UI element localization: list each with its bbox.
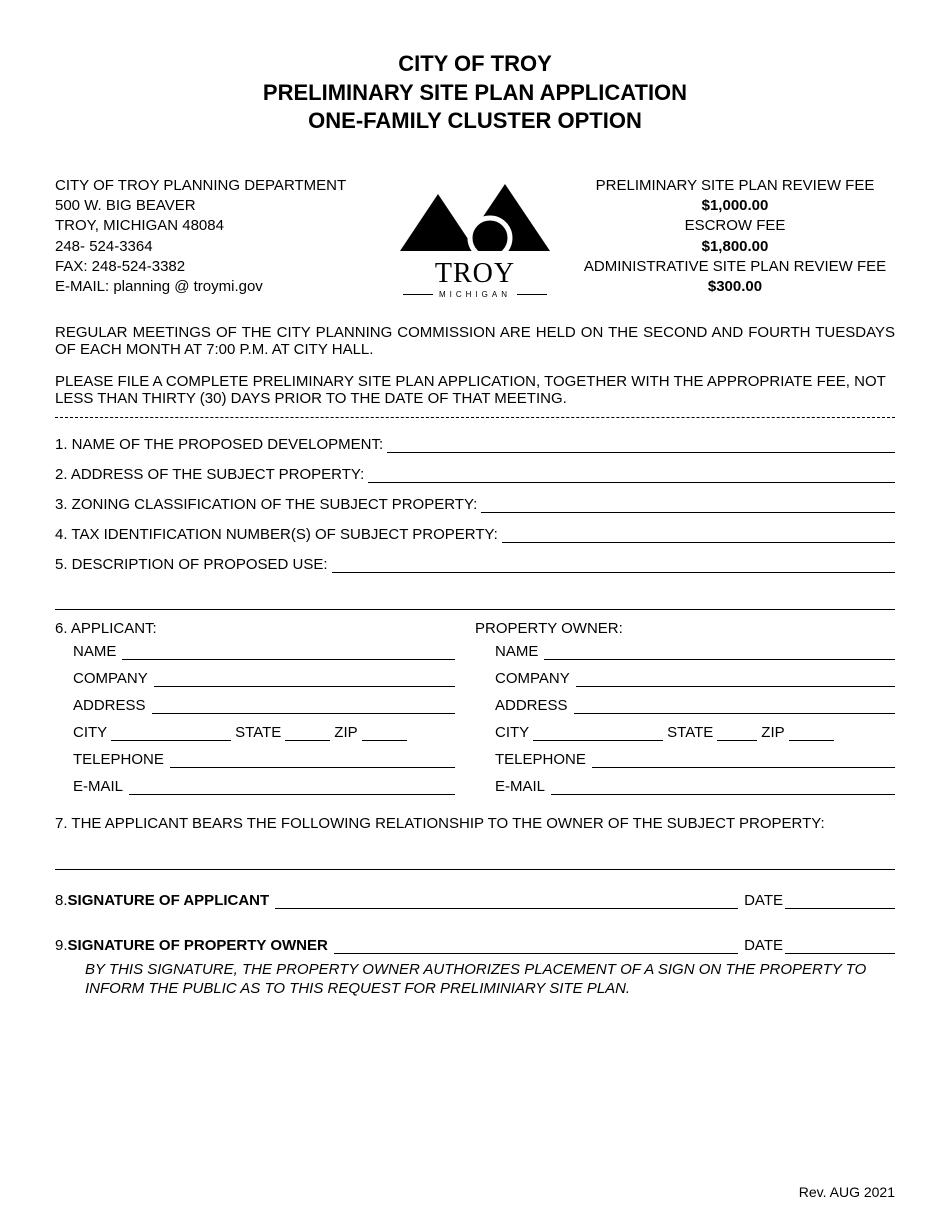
owner-city-input[interactable] [533, 725, 663, 741]
label-3: 3. ZONING CLASSIFICATION OF THE SUBJECT … [55, 496, 477, 513]
date-label-2: DATE [744, 937, 783, 954]
applicant-name-label: NAME [73, 643, 116, 660]
revision-footer: Rev. AUG 2021 [799, 1184, 895, 1200]
signature-owner-label: SIGNATURE OF PROPERTY OWNER [68, 937, 328, 954]
department-block: CITY OF TROY PLANNING DEPARTMENT 500 W. … [55, 176, 375, 298]
owner-name-input[interactable] [544, 644, 895, 660]
dept-phone: 248- 524-3364 [55, 237, 375, 257]
title-line-1: CITY OF TROY [55, 50, 895, 79]
field-tax-id: 4. TAX IDENTIFICATION NUMBER(S) OF SUBJE… [55, 526, 895, 543]
applicant-phone-input[interactable] [170, 752, 455, 768]
applicant-email-label: E-MAIL [73, 778, 123, 795]
field-zoning-classification: 3. ZONING CLASSIFICATION OF THE SUBJECT … [55, 496, 895, 513]
label-5: 5. DESCRIPTION OF PROPOSED USE: [55, 556, 328, 573]
dept-email: E-MAIL: planning @ troymi.gov [55, 277, 375, 297]
label-4: 4. TAX IDENTIFICATION NUMBER(S) OF SUBJE… [55, 526, 498, 543]
owner-name-label: NAME [495, 643, 538, 660]
input-proposed-use-1[interactable] [332, 557, 895, 573]
label-2: 2. ADDRESS OF THE SUBJECT PROPERTY: [55, 466, 364, 483]
field-proposed-development: 1. NAME OF THE PROPOSED DEVELOPMENT: [55, 436, 895, 453]
signature-applicant-row: 8. SIGNATURE OF APPLICANT DATE [55, 892, 895, 909]
divider-dashed [55, 417, 895, 418]
applicant-header: 6. APPLICANT: [55, 620, 475, 637]
input-proposed-use-2[interactable] [55, 586, 895, 610]
owner-email-label: E-MAIL [495, 778, 545, 795]
applicant-address-label: ADDRESS [73, 697, 146, 714]
signature-applicant-input[interactable] [275, 893, 738, 909]
fee-value-3: $300.00 [575, 277, 895, 297]
owner-header: PROPERTY OWNER: [475, 620, 895, 637]
field-proposed-use: 5. DESCRIPTION OF PROPOSED USE: [55, 556, 895, 573]
page-title: CITY OF TROY PRELIMINARY SITE PLAN APPLI… [55, 50, 895, 136]
logo-sub: MICHIGAN [375, 290, 575, 299]
date-label-1: DATE [744, 892, 783, 909]
dept-addr2: TROY, MICHIGAN 48084 [55, 216, 375, 236]
signature-owner-row: 9. SIGNATURE OF PROPERTY OWNER DATE [55, 937, 895, 954]
dept-fax: FAX: 248-524-3382 [55, 257, 375, 277]
owner-column: NAME COMPANY ADDRESS CITY STATE ZIP TELE… [495, 643, 895, 805]
applicant-phone-label: TELEPHONE [73, 751, 164, 768]
field-subject-address: 2. ADDRESS OF THE SUBJECT PROPERTY: [55, 466, 895, 483]
input-tax-id[interactable] [502, 527, 895, 543]
applicant-zip-label: ZIP [334, 724, 357, 741]
applicant-state-label: STATE [235, 724, 281, 741]
fee-label-3: ADMINISTRATIVE SITE PLAN REVIEW FEE [575, 257, 895, 277]
fee-value-2: $1,800.00 [575, 237, 895, 257]
input-subject-address[interactable] [368, 467, 895, 483]
sig-9-num: 9. [55, 937, 68, 954]
owner-company-label: COMPANY [495, 670, 570, 687]
owner-phone-input[interactable] [592, 752, 895, 768]
applicant-company-label: COMPANY [73, 670, 148, 687]
input-proposed-development[interactable] [387, 437, 895, 453]
applicant-city-label: CITY [73, 724, 107, 741]
owner-email-input[interactable] [551, 779, 895, 795]
signature-owner-input[interactable] [334, 938, 738, 954]
authorization-text: BY THIS SIGNATURE, THE PROPERTY OWNER AU… [55, 960, 895, 999]
fee-value-1: $1,000.00 [575, 196, 895, 216]
applicant-column: NAME COMPANY ADDRESS CITY STATE ZIP TELE… [55, 643, 455, 805]
owner-address-input[interactable] [574, 698, 895, 714]
applicant-email-input[interactable] [129, 779, 455, 795]
title-line-2: PRELIMINARY SITE PLAN APPLICATION [55, 79, 895, 108]
filing-instructions-text: PLEASE FILE A COMPLETE PRELIMINARY SITE … [55, 373, 895, 407]
applicant-owner-columns: NAME COMPANY ADDRESS CITY STATE ZIP TELE… [55, 643, 895, 805]
owner-address-label: ADDRESS [495, 697, 568, 714]
applicant-name-input[interactable] [122, 644, 455, 660]
applicant-state-input[interactable] [285, 725, 330, 741]
signature-applicant-label: SIGNATURE OF APPLICANT [68, 892, 270, 909]
owner-zip-input[interactable] [789, 725, 834, 741]
applicant-company-input[interactable] [154, 671, 455, 687]
owner-state-label: STATE [667, 724, 713, 741]
input-relationship[interactable] [55, 846, 895, 870]
owner-phone-label: TELEPHONE [495, 751, 586, 768]
header-info-row: CITY OF TROY PLANNING DEPARTMENT 500 W. … [55, 176, 895, 299]
fee-block: PRELIMINARY SITE PLAN REVIEW FEE $1,000.… [575, 176, 895, 298]
owner-state-input[interactable] [717, 725, 757, 741]
city-logo: TROY MICHIGAN [375, 176, 575, 299]
logo-word: TROY [375, 258, 575, 290]
date-applicant-input[interactable] [785, 893, 895, 909]
owner-zip-label: ZIP [761, 724, 784, 741]
date-owner-input[interactable] [785, 938, 895, 954]
section-6-header: 6. APPLICANT: PROPERTY OWNER: [55, 620, 895, 637]
troy-logo-icon [390, 176, 560, 266]
dept-name: CITY OF TROY PLANNING DEPARTMENT [55, 176, 375, 196]
applicant-city-input[interactable] [111, 725, 231, 741]
applicant-zip-input[interactable] [362, 725, 407, 741]
owner-company-input[interactable] [576, 671, 895, 687]
input-zoning-classification[interactable] [481, 497, 895, 513]
label-1: 1. NAME OF THE PROPOSED DEVELOPMENT: [55, 436, 383, 453]
dept-addr1: 500 W. BIG BEAVER [55, 196, 375, 216]
sig-8-num: 8. [55, 892, 68, 909]
owner-city-label: CITY [495, 724, 529, 741]
meeting-schedule-text: REGULAR MEETINGS OF THE CITY PLANNING CO… [55, 324, 895, 358]
title-line-3: ONE-FAMILY CLUSTER OPTION [55, 107, 895, 136]
applicant-address-input[interactable] [152, 698, 455, 714]
field-relationship-label: 7. THE APPLICANT BEARS THE FOLLOWING REL… [55, 815, 895, 832]
fee-label-2: ESCROW FEE [575, 216, 895, 236]
fee-label-1: PRELIMINARY SITE PLAN REVIEW FEE [575, 176, 895, 196]
